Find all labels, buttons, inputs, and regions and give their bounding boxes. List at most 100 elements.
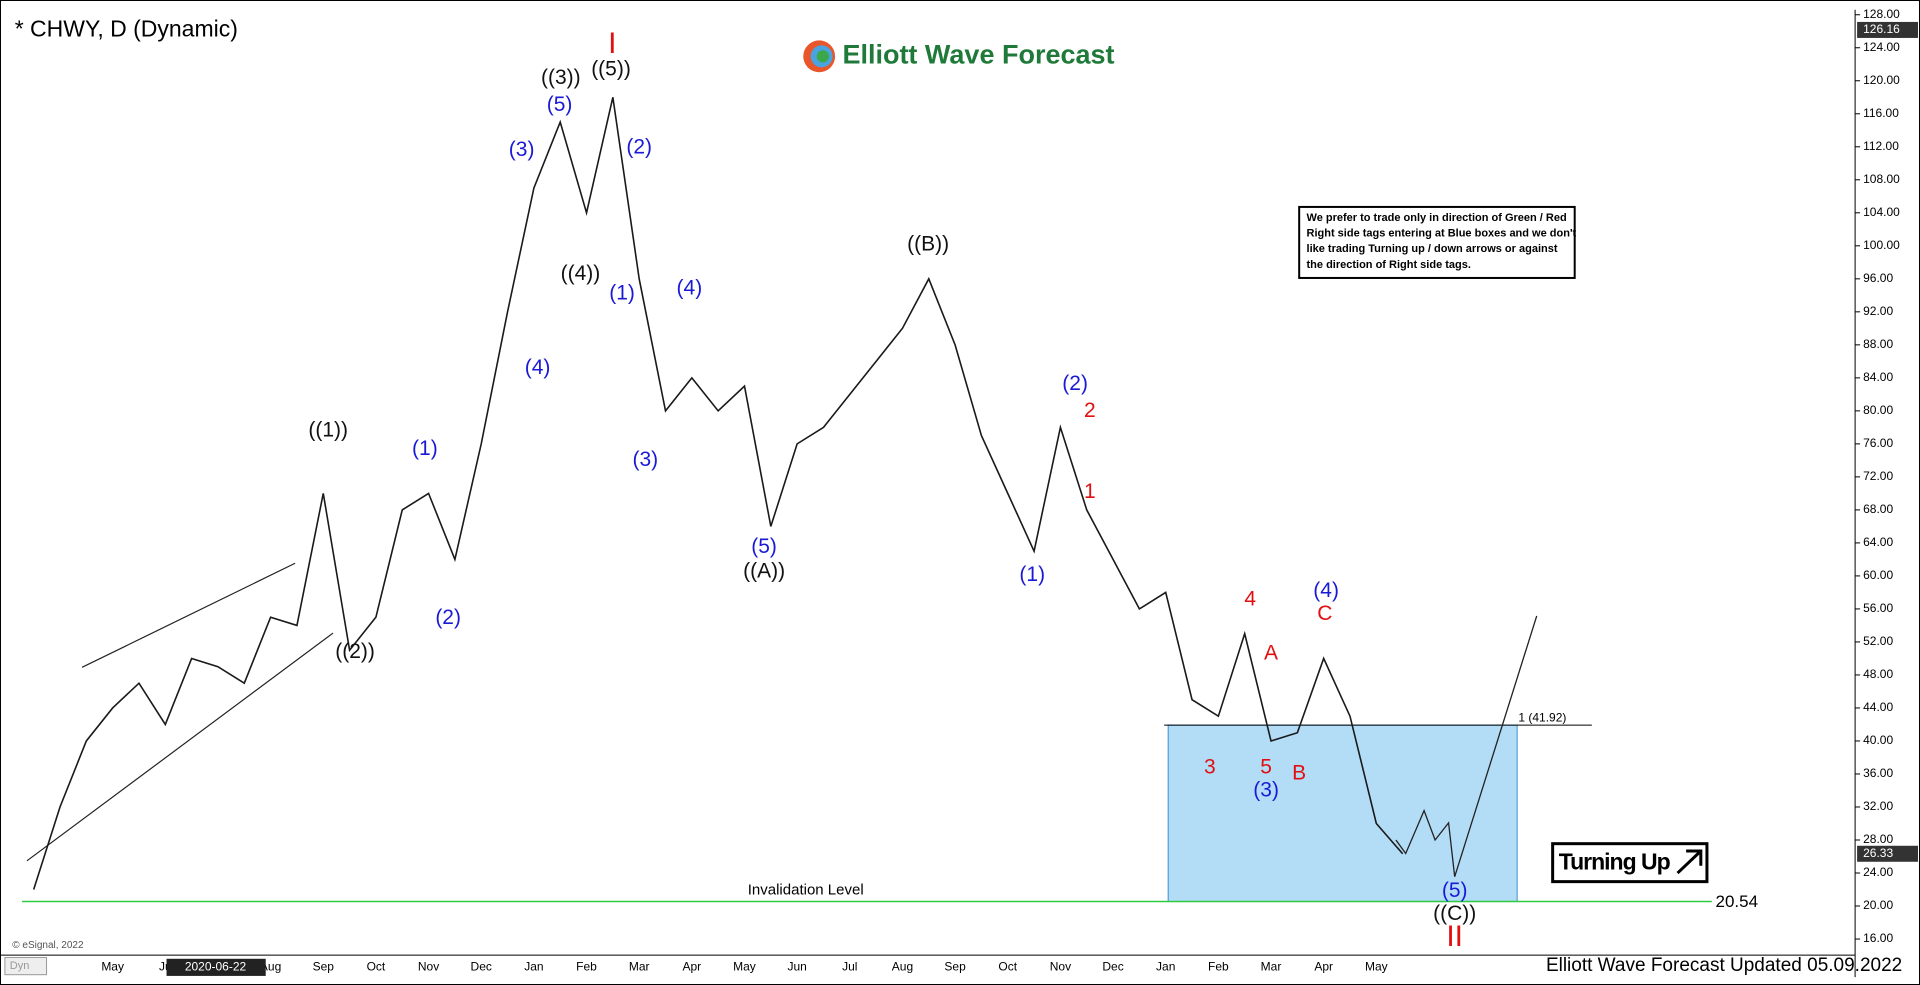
- y-tick-label: 112.00: [1863, 139, 1899, 153]
- x-tick-label: Jun: [787, 960, 806, 974]
- x-tick-label: Feb: [1208, 960, 1229, 974]
- wave-label: (2): [626, 136, 652, 159]
- notice-box: [1298, 205, 1576, 279]
- x-tick-label: Oct: [998, 960, 1017, 974]
- wave-label: ((B)): [907, 232, 949, 255]
- y-tick-label: 76.00: [1863, 436, 1893, 450]
- wave-label: I: [608, 27, 616, 60]
- wave-label: (1): [412, 437, 438, 460]
- wave-label: II: [1446, 920, 1463, 953]
- x-tick-label: Oct: [367, 960, 386, 974]
- x-tick-label: Nov: [1050, 960, 1071, 974]
- y-tick-label: 36.00: [1863, 766, 1893, 780]
- y-tick-label: 20.00: [1863, 898, 1893, 912]
- x-tick-label: Mar: [629, 960, 650, 974]
- turning-label: Turning Up: [1559, 848, 1671, 874]
- wave-label: C: [1317, 602, 1332, 625]
- corner-box: [4, 957, 48, 976]
- y-tick-label: 40.00: [1863, 733, 1893, 747]
- invalidation-label: Invalidation Level: [748, 882, 864, 899]
- wave-label: ((2)): [335, 640, 375, 663]
- wave-label: (1): [1019, 563, 1045, 586]
- y-tick-label: 44.00: [1863, 700, 1893, 714]
- x-tick-label: Dec: [471, 960, 492, 974]
- notice-line: like trading Turning up / down arrows or…: [1307, 243, 1558, 255]
- y-tick-label: 104.00: [1863, 205, 1900, 219]
- brand-logo: [803, 40, 836, 73]
- y-tick-label: 48.00: [1863, 667, 1893, 681]
- wave-label: (2): [1062, 372, 1088, 395]
- y-tick-label: 92.00: [1863, 304, 1893, 318]
- wave-label: ((1)): [308, 419, 348, 442]
- price-tag: [1857, 845, 1918, 862]
- x-tick-label: Apr: [1314, 960, 1333, 974]
- y-tick-label: 120.00: [1863, 73, 1900, 87]
- y-tick-label: 56.00: [1863, 601, 1893, 615]
- wave-label: (3): [509, 138, 535, 161]
- blue-box: [1167, 724, 1518, 903]
- x-tick-label: Sep: [944, 960, 966, 974]
- price-tag: [1857, 21, 1918, 38]
- x-tick-label: May: [1365, 960, 1388, 974]
- chart-title: * CHWY, D (Dynamic): [15, 16, 238, 42]
- wave-label: ((C)): [1433, 902, 1476, 925]
- wave-label: (1): [609, 281, 635, 304]
- wave-label: (5): [547, 93, 573, 116]
- wave-label: 5: [1260, 755, 1272, 778]
- wave-label: 2: [1084, 399, 1096, 422]
- wave-label: (3): [632, 448, 658, 471]
- notice-line: We prefer to trade only in direction of …: [1307, 212, 1567, 224]
- y-tick-label: 96.00: [1863, 271, 1893, 285]
- wave-label: B: [1292, 761, 1306, 784]
- date-box: [166, 958, 266, 976]
- y-tick-label: 124.00: [1863, 40, 1900, 54]
- wave-label: A: [1264, 641, 1278, 664]
- wave-label: 1: [1084, 480, 1096, 503]
- y-tick-label: 116.00: [1863, 106, 1899, 120]
- wave-label: (5): [1442, 879, 1468, 902]
- wave-label: ((3)): [541, 66, 581, 89]
- turning-box: [1551, 842, 1709, 884]
- price-tag-label: 26.33: [1863, 846, 1893, 860]
- wave-label: 4: [1244, 588, 1256, 611]
- price-tag-label: 126.16: [1863, 22, 1900, 36]
- wave-label: ((5)): [591, 57, 631, 80]
- y-tick-label: 108.00: [1863, 172, 1900, 186]
- y-tick-label: 24.00: [1863, 865, 1893, 879]
- x-tick-label: Jan: [524, 960, 543, 974]
- corner-tag: Dyn: [10, 960, 30, 972]
- x-tick-label: May: [101, 960, 124, 974]
- y-tick-label: 88.00: [1863, 337, 1893, 351]
- brand: Elliott Wave Forecast: [842, 39, 1114, 69]
- wave-label: (4): [525, 356, 551, 379]
- y-tick-label: 80.00: [1863, 403, 1893, 417]
- logo-icon-core: [816, 50, 829, 63]
- y-tick-label: 52.00: [1863, 634, 1893, 648]
- date-box-label: 2020-06-22: [185, 960, 247, 974]
- x-tick-label: May: [733, 960, 756, 974]
- fib-label: 1 (41.92): [1518, 710, 1566, 724]
- y-tick-label: 60.00: [1863, 568, 1893, 582]
- y-tick-label: 28.00: [1863, 832, 1893, 846]
- x-tick-label: Nov: [418, 960, 439, 974]
- wave-label: ((4)): [561, 262, 601, 285]
- x-tick-label: Mar: [1261, 960, 1282, 974]
- y-tick-label: 128.00: [1863, 7, 1900, 21]
- x-tick-label: Aug: [892, 960, 913, 974]
- y-tick-label: 32.00: [1863, 799, 1893, 813]
- x-tick-label: Dec: [1102, 960, 1123, 974]
- y-tick-label: 68.00: [1863, 502, 1893, 516]
- y-tick-label: 84.00: [1863, 370, 1893, 384]
- channel-line: [26, 632, 334, 862]
- x-tick-label: Jul: [842, 960, 857, 974]
- y-tick-label: 100.00: [1863, 238, 1900, 252]
- x-tick-label: Sep: [313, 960, 335, 974]
- wave-label: (3): [1253, 779, 1279, 802]
- wave-label: (2): [435, 606, 461, 629]
- channel-line: [81, 562, 296, 668]
- x-tick-label: Apr: [682, 960, 701, 974]
- copyright: © eSignal, 2022: [12, 940, 84, 951]
- turning-arrow: [1676, 849, 1703, 875]
